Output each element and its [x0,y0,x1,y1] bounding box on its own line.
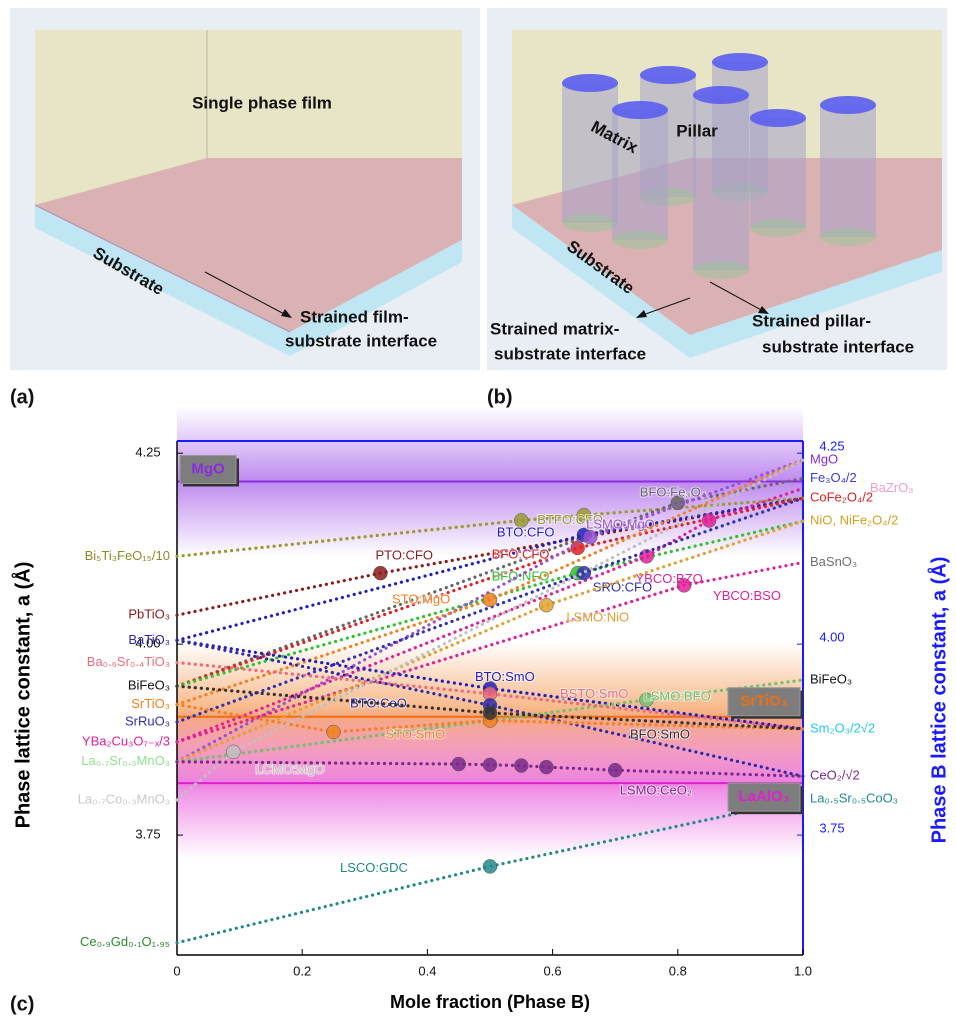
phase-a-label: YBa₂Cu₃O₇₋ₓ/3 [82,733,170,748]
series-label: BFO:Fe₃O₄ [640,484,706,499]
substrate-label: LaAlO₃ [738,788,789,805]
phase-b-label: BiFeO₃ [810,671,852,686]
x-tick-label: 0.8 [669,963,687,978]
x-tick-label: 0 [173,963,180,978]
y-tick-label: 4.25 [135,445,160,460]
series-label: BTO:SmO [475,669,535,684]
phase-b-label: BaSnO₃ [810,554,857,569]
y2-tick-label: 4.00 [819,630,844,645]
series-label: LSCO:GDC [340,860,408,875]
phase-a-label: PbTiO₃ [128,607,170,622]
y-axis-label: Phase lattice constant, a (Å) [10,562,34,829]
panel-label: (c) [10,993,34,1015]
series-label: LSMO:BFO [644,688,711,703]
y2-tick-label: 3.75 [819,821,844,836]
panel-b: Matrix Pillar Substrate Strained matrix-… [487,8,947,370]
series-label: LSMO:CeO₂ [620,783,692,798]
phase-b-label: CeO₂/√2 [810,768,860,783]
data-point [226,745,240,759]
data-point [539,760,553,774]
phase-a-label: Bi₅Ti₃FeO₁₅/10 [85,548,170,563]
film-label: Single phase film [192,93,332,112]
y2-axis-label: Phase B lattice constant, a (Å) [926,557,950,844]
data-point [373,566,387,580]
figure: Single phase film Substrate Strained fil… [0,0,956,1020]
interface-label: substrate interface [494,344,646,363]
phase-a-label: Ce₀.₉Gd₀.₁O₁.₉₅ [80,934,170,949]
phase-a-label: Ba₀.₆Sr₀.₄TiO₃ [87,654,170,669]
plot: 3.754.004.253.754.004.2500.20.40.60.81.0… [78,406,914,978]
phase-a-label: SrRuO₃ [125,713,170,728]
x-tick-label: 0.6 [544,963,562,978]
phase-a-label: BiFeO₃ [128,678,170,693]
pillar [612,101,668,249]
interface-label: Strained film- [300,307,409,326]
data-point [702,513,716,527]
data-point [452,757,466,771]
data-point [514,759,528,773]
interface-label: substrate interface [285,331,437,350]
series-label: BSTO:SmO [560,686,628,701]
phase-a-label: BaTiO₃ [128,632,170,647]
phase-b-label: Fe₃O₄/2 [810,470,857,485]
panel-label: (a) [10,386,34,408]
phase-b-label: NiO, NiFe₂O₄/2 [810,513,898,528]
pillar [562,74,618,232]
data-point [539,598,553,612]
pillar [750,109,806,237]
data-point [483,758,497,772]
series-label: STO:SmO [386,726,446,741]
phase-b-label: La₀.₅Sr₀.₅CoO₃ [810,791,898,806]
data-point [677,578,691,592]
phase-b-label: CoFe₂O₄/2 [810,490,873,505]
series-label: LSMO:NiO [566,610,629,625]
pillar [820,96,876,246]
series-label: PTO:CFO [375,548,433,563]
phase-b-label: MgO [810,452,838,467]
interface-label: Strained pillar- [752,311,871,330]
panel-label: (b) [487,386,513,408]
series-label: YBCO:BSO [713,588,781,603]
x-tick-label: 1.0 [794,963,812,978]
series-label: BFO:SmO [630,726,690,741]
series-label: BFO:CFO [492,546,550,561]
data-point [583,530,597,544]
series-label: BTO:CFO [497,524,555,539]
substrate-label: SrTiO₃ [740,693,788,710]
series-label: SRO:CFO [593,580,652,595]
phase-a-label: SrTiO₃ [131,696,170,711]
substrate-label: MgO [191,460,225,477]
series-label: STO:MgO [392,591,450,606]
x-tick-label: 0.2 [293,963,311,978]
x-tick-label: 0.4 [418,963,436,978]
x-axis-label: Mole fraction (Phase B) [390,992,590,1012]
interface-label: substrate interface [762,337,914,356]
data-point [483,706,497,720]
data-point [327,725,341,739]
interface-label: Strained matrix- [490,319,619,338]
phase-a-label: La₀.₇Co₀.₃MnO₃ [78,791,170,806]
pillar [693,86,749,279]
series-label: LCMO:MgO [255,761,324,776]
panel-a: Single phase film Substrate Strained fil… [10,8,480,370]
data-point [608,763,622,777]
phase-a-label: La₀.₇Sr₀.₃MnO₃ [81,753,170,768]
phase-b-label: BaZrO₃ [870,480,914,495]
data-point [483,593,497,607]
pillar-label: Pillar [676,121,718,140]
data-point [483,859,497,873]
phase-b-label: Sm₂O₃/2√2 [810,720,875,735]
y-tick-label: 3.75 [135,827,160,842]
